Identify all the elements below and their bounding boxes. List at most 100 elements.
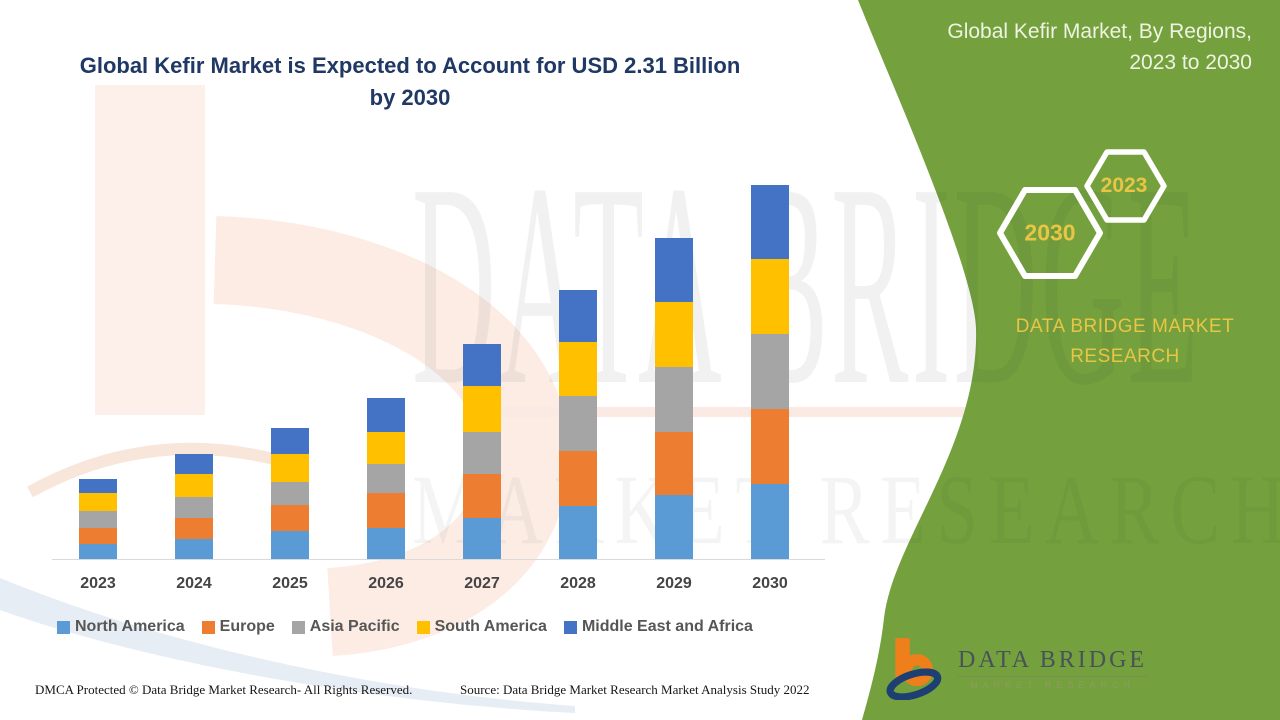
x-label-2023: 2023 (80, 575, 116, 592)
x-label-2025: 2025 (272, 575, 308, 592)
bar-2028-segment-europe (559, 451, 597, 507)
bar-2025 (271, 428, 309, 560)
bar-2029-segment-north-america (655, 495, 693, 560)
bar-2023-segment-middle-east-and-africa (79, 478, 117, 494)
bar-2030 (751, 184, 789, 560)
bar-2028-segment-middle-east-and-africa (559, 290, 597, 343)
bar-2023-segment-asia-pacific (79, 511, 117, 528)
legend-item-north-america: North America (57, 618, 185, 636)
legend-item-europe: Europe (201, 618, 275, 636)
peach-swoosh-watermark (27, 442, 307, 498)
peach-bar-watermark (95, 85, 205, 415)
logo-wordmark: DATA BRIDGE MARKET RESEARCH (958, 647, 1148, 690)
bar-2030-segment-asia-pacific (751, 334, 789, 409)
bar-2025-segment-north-america (271, 530, 309, 560)
chart-title-line2: by 2030 (369, 85, 451, 110)
bar-2025-segment-south-america (271, 454, 309, 482)
legend-item-asia-pacific: Asia Pacific (291, 618, 400, 636)
bar-2029 (655, 238, 693, 560)
bar-2029-segment-europe (655, 431, 693, 495)
bar-2025-segment-asia-pacific (271, 482, 309, 505)
peach-band-watermark (470, 407, 1280, 417)
brand-text-line2: RESEARCH (1070, 346, 1180, 367)
bar-2024-segment-middle-east-and-africa (175, 454, 213, 474)
x-label-2026: 2026 (368, 575, 404, 592)
bar-2023-segment-europe (79, 527, 117, 544)
bar-2029-segment-asia-pacific (655, 366, 693, 432)
bar-2027 (463, 343, 501, 560)
bar-2023-segment-south-america (79, 493, 117, 512)
bar-2030-segment-europe (751, 408, 789, 484)
legend: North America Europe Asia Pacific South Ame… (57, 618, 753, 636)
bar-2026-segment-europe (367, 493, 405, 528)
bar-2023-segment-north-america (79, 543, 117, 560)
bar-2027-segment-middle-east-and-africa (463, 343, 501, 387)
bar-2026-segment-north-america (367, 527, 405, 560)
data-bridge-logo: DATA BRIDGE MARKET RESEARCH (886, 636, 1148, 700)
x-label-2030: 2030 (752, 575, 788, 592)
x-label-2029: 2029 (656, 575, 692, 592)
hexagon-2030-label: 2030 (1024, 219, 1076, 246)
peach-arc-watermark (213, 216, 570, 656)
legend-item-middle-east-and-africa: Middle East and Africa (563, 618, 753, 636)
legend-label-asia-pacific: Asia Pacific (309, 618, 400, 635)
panel-title-line1: Global Kefir Market, By Regions, (947, 20, 1252, 43)
hexagon-2023-outline (1084, 149, 1167, 223)
brand-text-line1: DATA BRIDGE MARKET (1015, 316, 1235, 337)
legend-swatch-middle-east-and-africa (563, 620, 577, 634)
x-axis-line (52, 559, 825, 560)
legend-label-europe: Europe (219, 618, 275, 635)
green-panel-shape (858, 0, 1280, 720)
data-bridge-logo-icon (886, 638, 942, 700)
bar-2029-segment-middle-east-and-africa (655, 238, 693, 302)
x-label-2024: 2024 (176, 575, 212, 592)
hexagon-2023-label: 2023 (1100, 174, 1148, 197)
logo-subtext: MARKET RESEARCH (970, 679, 1135, 690)
bar-2026-segment-middle-east-and-africa (367, 397, 405, 432)
bar-2026 (367, 397, 405, 560)
bar-2024 (175, 454, 213, 560)
legend-swatch-south-america (416, 620, 430, 634)
bar-2024-segment-asia-pacific (175, 496, 213, 518)
chart-title: Global Kefir Market is Expected to Accou… (60, 50, 760, 114)
panel-title: Global Kefir Market, By Regions, 2023 to… (947, 16, 1252, 78)
logo-name: DATA BRIDGE (958, 647, 1148, 677)
x-label-2028: 2028 (560, 575, 596, 592)
legend-swatch-asia-pacific (291, 620, 305, 634)
bar-2024-segment-europe (175, 517, 213, 539)
bar-2030-segment-middle-east-and-africa (751, 184, 789, 260)
legend-swatch-europe (201, 620, 215, 634)
dmca-notice: DMCA Protected © Data Bridge Market Rese… (35, 682, 413, 697)
legend-swatch-north-america (57, 620, 70, 634)
legend-label-middle-east-and-africa: Middle East and Africa (581, 618, 753, 635)
legend-label-south-america: South America (434, 618, 547, 635)
bar-2025-segment-middle-east-and-africa (271, 428, 309, 455)
legend-item-south-america: South America (416, 618, 547, 636)
brand-text: DATA BRIDGE MARKET RESEARCH (985, 312, 1265, 372)
hexagon-2030-outline (997, 187, 1103, 279)
legend-label-north-america: North America (75, 618, 185, 635)
x-label-2027: 2027 (464, 575, 500, 592)
panel-title-line2: 2023 to 2030 (1129, 51, 1252, 74)
bar-2026-segment-south-america (367, 431, 405, 465)
bar-2024-segment-south-america (175, 473, 213, 497)
bar-2028 (559, 290, 597, 560)
bar-2029-segment-south-america (655, 301, 693, 367)
bar-2027-segment-europe (463, 473, 501, 518)
bar-2027-segment-asia-pacific (463, 431, 501, 474)
source-note: Source: Data Bridge Market Research Mark… (460, 682, 810, 697)
bar-2030-segment-north-america (751, 483, 789, 560)
bar-2024-segment-north-america (175, 538, 213, 560)
chart-title-line1: Global Kefir Market is Expected to Accou… (79, 53, 741, 78)
bar-2027-segment-south-america (463, 386, 501, 432)
bar-2025-segment-europe (271, 504, 309, 531)
bar-2027-segment-north-america (463, 517, 501, 560)
bar-2028-segment-south-america (559, 342, 597, 396)
bar-2026-segment-asia-pacific (367, 464, 405, 494)
